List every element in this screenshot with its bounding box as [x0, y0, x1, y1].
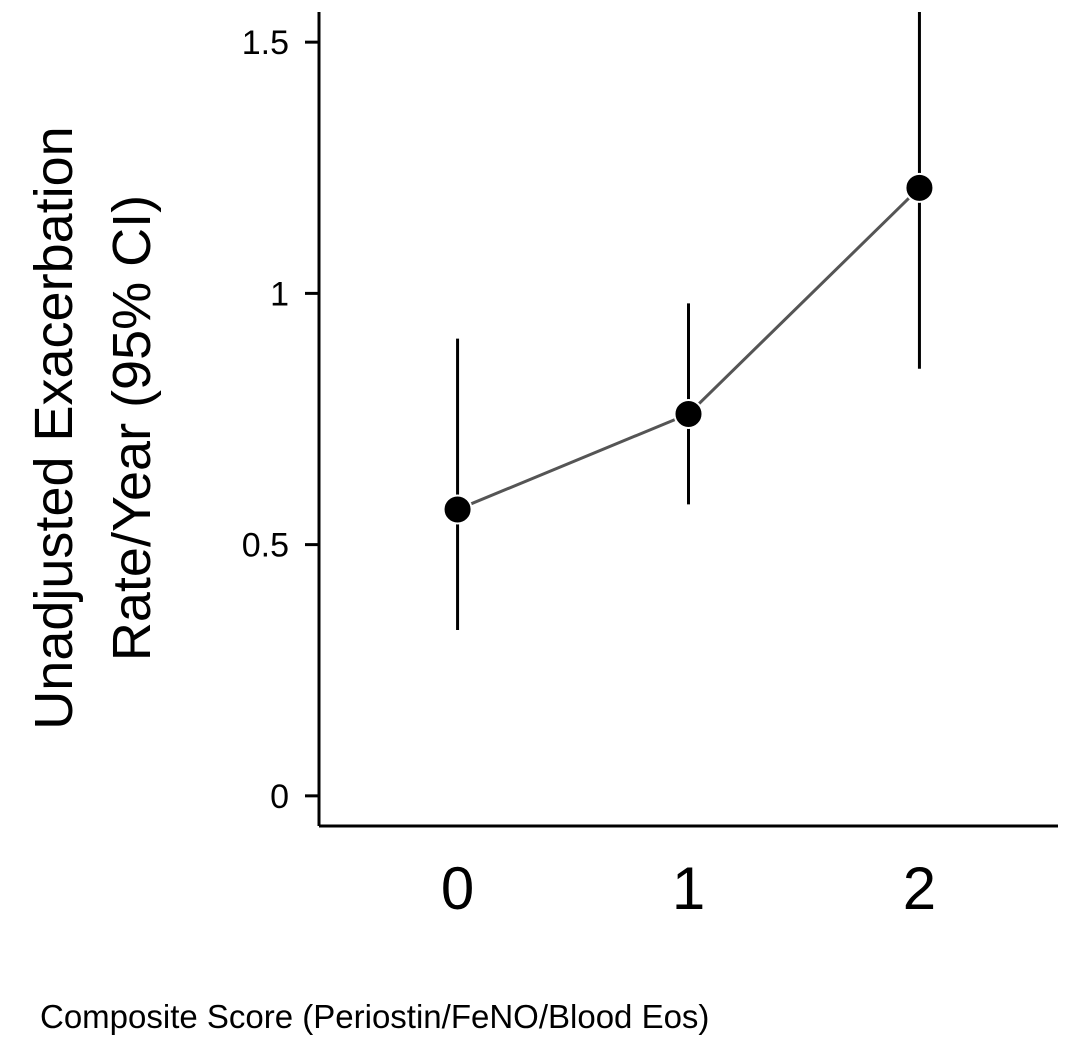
data-point	[904, 172, 935, 203]
y-tick-label: 1	[270, 275, 289, 313]
plot-marks	[442, 12, 935, 631]
y-tick-label: 0	[270, 778, 289, 816]
x-tick-label: 0	[441, 855, 474, 922]
y-axis-label-line1: Unadjusted Exacerbation	[24, 126, 84, 729]
y-axis-label-line2: Rate/Year (95% CI)	[102, 195, 162, 661]
data-point	[673, 398, 704, 429]
x-axis-label: Composite Score (Periostin/FeNO/Blood Eo…	[40, 998, 709, 1035]
y-ticks: 0 0.5 1 1.5	[242, 24, 319, 816]
y-tick-label: 1.5	[242, 24, 289, 62]
data-point	[442, 494, 473, 525]
y-axis-label: Unadjusted Exacerbation Rate/Year (95% C…	[24, 126, 162, 729]
x-tick-label: 2	[903, 855, 936, 922]
y-tick-label: 0.5	[242, 527, 289, 565]
x-tick-label: 1	[672, 855, 705, 922]
x-ticks: 0 1 2	[441, 855, 936, 922]
